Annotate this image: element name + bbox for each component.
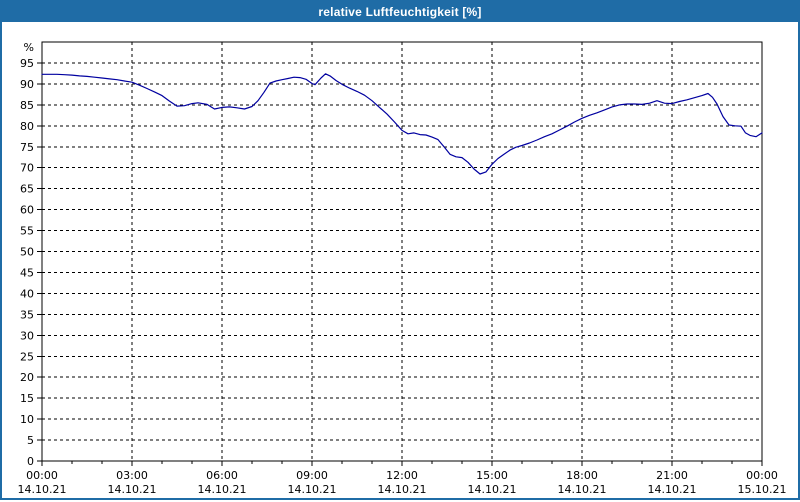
svg-text:12:00: 12:00 (386, 469, 418, 482)
svg-text:10: 10 (20, 413, 34, 426)
svg-text:80: 80 (20, 120, 34, 133)
chart-area: 0 5 10 15 20 25 30 35 40 45 50 55 60 65 70 75 80 85 90 95% 0… (2, 22, 798, 498)
axes-ticks (37, 62, 763, 466)
svg-text:30: 30 (20, 329, 34, 342)
svg-text:06:00: 06:00 (206, 469, 238, 482)
svg-text:70: 70 (20, 162, 34, 175)
svg-text:18:00: 18:00 (566, 469, 598, 482)
grid-lines (42, 42, 762, 461)
svg-text:00:00: 00:00 (746, 469, 778, 482)
svg-text:85: 85 (20, 99, 34, 112)
plot-border (41, 41, 763, 462)
svg-text:09:00: 09:00 (296, 469, 328, 482)
title-bar[interactable]: relative Luftfeuchtigkeit [%] (2, 2, 798, 22)
svg-text:15.10.21: 15.10.21 (738, 483, 787, 496)
window-title: relative Luftfeuchtigkeit [%] (318, 5, 482, 19)
svg-text:14.10.21: 14.10.21 (108, 483, 157, 496)
svg-text:40: 40 (20, 287, 34, 300)
axis-labels: 0 5 10 15 20 25 30 35 40 45 50 55 60 65 70 75 80 85 90 95% 0… (18, 41, 787, 496)
svg-text:%: % (24, 41, 34, 54)
svg-text:5: 5 (27, 434, 34, 447)
svg-text:14.10.21: 14.10.21 (288, 483, 337, 496)
svg-text:21:00: 21:00 (656, 469, 688, 482)
svg-text:14.10.21: 14.10.21 (468, 483, 517, 496)
humidity-line-chart: 0 5 10 15 20 25 30 35 40 45 50 55 60 65 70 75 80 85 90 95% 0… (18, 41, 787, 496)
svg-text:95: 95 (20, 57, 34, 70)
svg-text:35: 35 (20, 308, 34, 321)
svg-text:0: 0 (27, 455, 34, 468)
svg-text:60: 60 (20, 204, 34, 217)
svg-text:15: 15 (20, 392, 34, 405)
svg-text:90: 90 (20, 78, 34, 91)
svg-text:25: 25 (20, 350, 34, 363)
humidity-series-line (41, 73, 763, 175)
svg-text:50: 50 (20, 246, 34, 259)
svg-text:14.10.21: 14.10.21 (18, 483, 67, 496)
svg-text:14.10.21: 14.10.21 (198, 483, 247, 496)
svg-text:45: 45 (20, 266, 34, 279)
svg-text:03:00: 03:00 (116, 469, 148, 482)
svg-text:00:00: 00:00 (26, 469, 58, 482)
svg-text:15:00: 15:00 (476, 469, 508, 482)
svg-text:14.10.21: 14.10.21 (378, 483, 427, 496)
svg-text:65: 65 (20, 183, 34, 196)
svg-text:55: 55 (20, 225, 34, 238)
svg-text:14.10.21: 14.10.21 (648, 483, 697, 496)
svg-text:14.10.21: 14.10.21 (558, 483, 607, 496)
svg-text:20: 20 (20, 371, 34, 384)
svg-text:75: 75 (20, 141, 34, 154)
